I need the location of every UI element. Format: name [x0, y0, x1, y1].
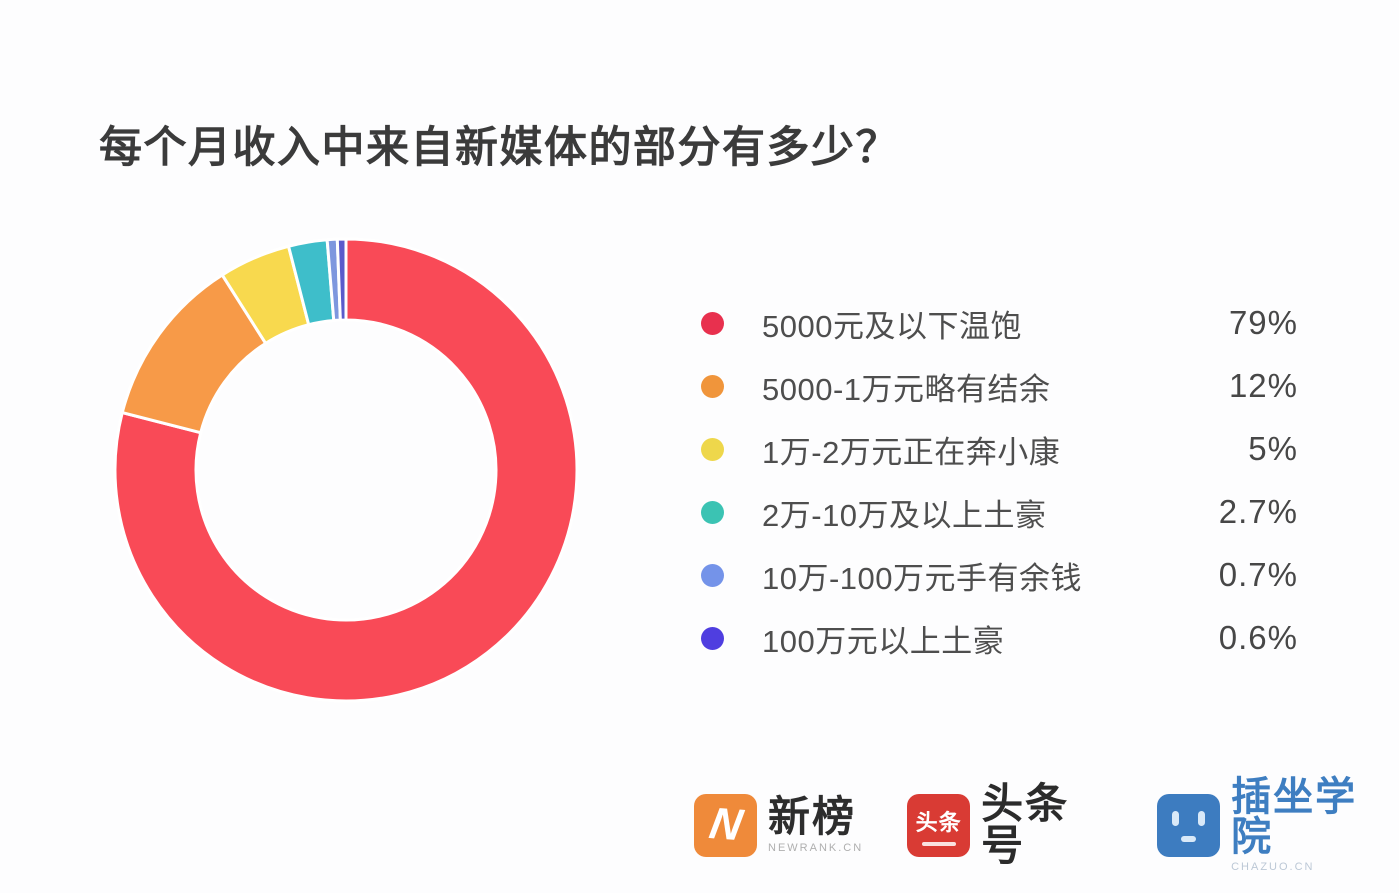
legend-value: 79% — [1228, 304, 1298, 341]
newrank-url: NEWRANK.CN — [768, 842, 864, 854]
toutiao-logo-icon: 头条 — [907, 793, 971, 857]
legend-item: 2万-10万及以上土豪 2.7% — [701, 491, 1298, 533]
legend-value: 2.7% — [1218, 493, 1298, 530]
legend-item: 5000-1万元略有结余 12% — [701, 365, 1298, 407]
footer-logos: N 新榜 NEWRANK.CN 头条 头条号 插坐学院 CHAZUO.CN — [694, 777, 1399, 873]
donut-slice-0 — [113, 237, 579, 703]
legend-label: 2万-10万及以上土豪 — [762, 497, 1047, 533]
legend-item: 5000元及以下温饱 79% — [701, 302, 1298, 344]
legend-dot-icon — [701, 311, 724, 335]
newrank-n-glyph: N — [705, 798, 746, 851]
chazuo-face-eye-right — [1198, 810, 1206, 826]
legend: 5000元及以下温饱 79% 5000-1万元略有结余 12% 1万-2万元正在… — [701, 302, 1298, 680]
legend-dot-icon — [701, 626, 724, 650]
legend-label: 100万元以上土豪 — [762, 623, 1005, 659]
legend-label: 10万-100万元手有余钱 — [762, 560, 1083, 596]
donut-chart — [112, 236, 580, 704]
legend-value: 0.6% — [1218, 619, 1298, 656]
chazuo-face-mouth — [1181, 835, 1197, 842]
brand-toutiao: 头条 头条号 — [907, 783, 1113, 867]
newrank-logo-icon: N — [694, 793, 757, 857]
legend-item: 1万-2万元正在奔小康 5% — [701, 428, 1298, 470]
legend-dot-icon — [701, 563, 724, 587]
legend-dot-icon — [701, 374, 724, 398]
chazuo-face-icon — [1157, 793, 1221, 857]
donut-chart-svg — [113, 237, 579, 703]
legend-value: 5% — [1248, 430, 1298, 467]
brand-chazuo: 插坐学院 CHAZUO.CN — [1157, 777, 1399, 873]
chazuo-name: 插坐学院 — [1231, 775, 1358, 859]
brand-newrank: N 新榜 NEWRANK.CN — [694, 793, 864, 857]
legend-label: 1万-2万元正在奔小康 — [762, 434, 1061, 470]
page-title: 每个月收入中来自新媒体的部分有多少？ — [99, 123, 900, 172]
legend-value: 12% — [1228, 367, 1298, 404]
legend-label: 5000元及以下温饱 — [762, 308, 1022, 344]
donut-slice-5 — [335, 237, 348, 322]
chazuo-face-eye-left — [1172, 810, 1180, 826]
legend-value: 0.7% — [1218, 556, 1298, 593]
newrank-name: 新榜 — [768, 793, 857, 840]
legend-label: 5000-1万元略有结余 — [762, 371, 1051, 407]
toutiao-icon-bar — [921, 841, 956, 846]
legend-dot-icon — [701, 500, 724, 524]
chazuo-url: CHAZUO.CN — [1231, 861, 1315, 873]
toutiao-name: 头条号 — [981, 780, 1070, 869]
toutiao-icon-label: 头条 — [915, 809, 962, 835]
legend-item: 10万-100万元手有余钱 0.7% — [701, 554, 1298, 596]
legend-dot-icon — [701, 437, 724, 461]
legend-item: 100万元以上土豪 0.6% — [701, 617, 1298, 659]
